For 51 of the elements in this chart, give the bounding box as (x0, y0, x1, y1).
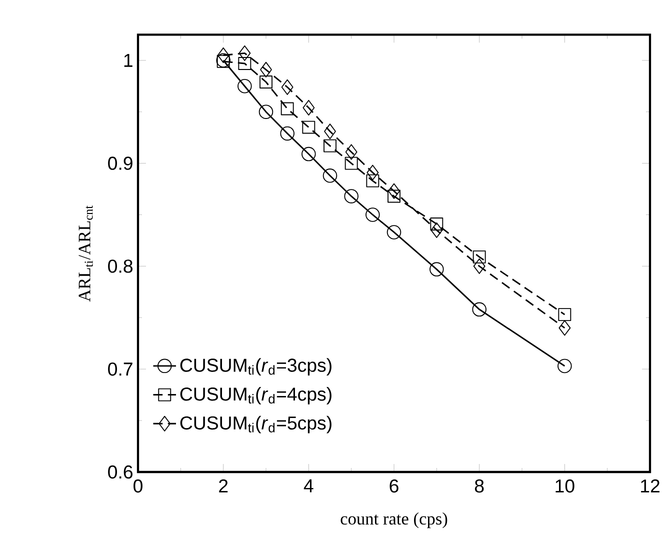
point (238, 45, 251, 61)
x-tick-label: 10 (556, 479, 574, 492)
point (366, 164, 379, 180)
point (238, 56, 252, 70)
point (238, 78, 252, 94)
x-tick-label: 6 (390, 479, 398, 492)
point (558, 308, 572, 321)
point (386, 224, 402, 240)
point (473, 258, 486, 274)
point (472, 250, 486, 264)
point (388, 190, 400, 203)
x-tick-label: 8 (474, 479, 484, 492)
point (302, 100, 315, 116)
point (302, 146, 316, 162)
x-axis-title: count rate (cps) (340, 512, 448, 528)
point (280, 126, 294, 140)
point (366, 174, 380, 188)
point (302, 120, 316, 134)
point (217, 47, 230, 63)
x-tick-label: 4 (304, 479, 314, 492)
point (472, 302, 486, 316)
point (280, 102, 294, 116)
y-tick-label: 0.6 (108, 465, 132, 478)
point (430, 217, 444, 230)
x-tick-label: 0 (134, 479, 142, 492)
legend-label: CUSUM$_{ti}$(r$_{d}$=3cps) (180, 358, 332, 376)
point (558, 358, 572, 373)
point (324, 139, 336, 152)
point (344, 156, 358, 170)
point (388, 183, 400, 199)
y-tick-label: 1 (124, 54, 132, 67)
y-tick-label: 0.7 (108, 362, 132, 376)
y-axis-title: ARL$_{ti}$/ARL$_{cnt}$ (78, 205, 93, 302)
point (281, 79, 294, 95)
point (260, 75, 272, 88)
point (324, 123, 336, 140)
point (366, 207, 380, 222)
legend-label: CUSUM$_{ti}$(r$_{d}$=5cps) (180, 416, 332, 434)
point (260, 62, 272, 78)
x-tick-label: 2 (219, 479, 228, 492)
point (344, 188, 358, 204)
point (345, 144, 358, 160)
point (430, 222, 443, 238)
point (558, 320, 571, 336)
point (430, 262, 444, 276)
legend-label: CUSUM$_{ti}$(r$_{d}$=4cps) (180, 386, 332, 404)
point (258, 104, 274, 119)
x-tick-label: 12 (641, 479, 660, 492)
point (322, 168, 338, 183)
y-tick-label: 0.9 (108, 156, 132, 170)
y-tick-label: 0.8 (108, 259, 132, 273)
